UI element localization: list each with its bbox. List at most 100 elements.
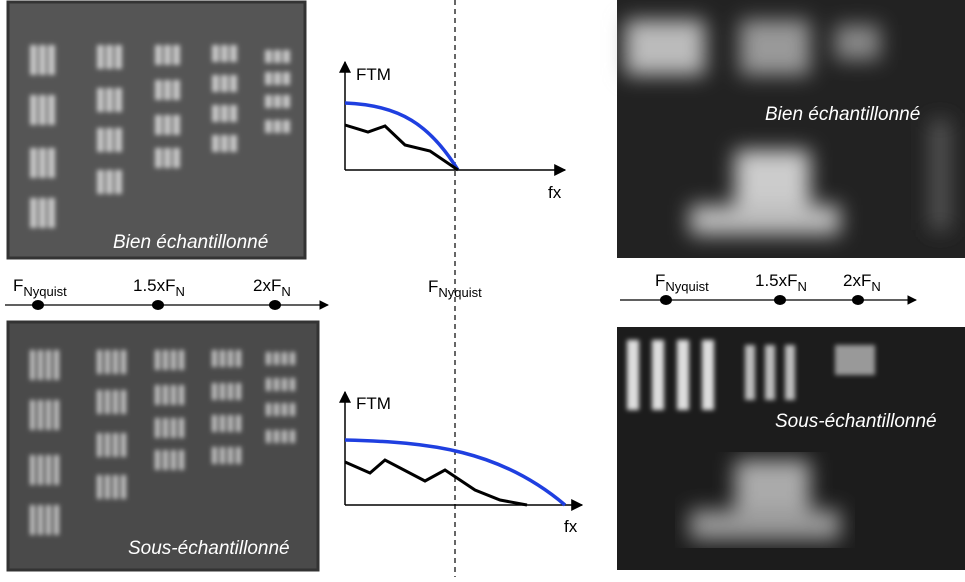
bar xyxy=(274,72,281,85)
bar xyxy=(121,390,126,414)
bar xyxy=(155,115,162,135)
bar xyxy=(220,447,225,464)
bar xyxy=(164,115,171,135)
bar xyxy=(38,400,43,430)
bar xyxy=(274,50,281,63)
bar xyxy=(221,135,228,152)
label-sub: N xyxy=(871,279,880,294)
freq-label: 1.5xFN xyxy=(133,276,185,299)
blurred-scene xyxy=(690,460,840,540)
bar xyxy=(30,198,37,228)
bar xyxy=(179,385,184,405)
bar xyxy=(155,80,162,100)
bar xyxy=(274,403,279,416)
label-sub: Nyquist xyxy=(23,284,67,299)
bar xyxy=(230,75,237,92)
bar xyxy=(265,50,272,63)
bar xyxy=(30,400,35,430)
bar xyxy=(212,135,219,152)
bar xyxy=(220,415,225,432)
bar xyxy=(163,450,168,470)
bar xyxy=(115,170,122,194)
bar xyxy=(265,72,272,85)
bar xyxy=(290,378,295,391)
bar xyxy=(266,378,271,391)
bar xyxy=(230,105,237,122)
bar xyxy=(155,450,160,470)
tick-dot xyxy=(269,300,281,310)
bar xyxy=(212,415,217,432)
caption: Sous-échantillonné xyxy=(128,538,290,559)
bar xyxy=(106,170,113,194)
label-sub: N xyxy=(798,279,807,294)
label-main: F xyxy=(655,271,665,290)
bar xyxy=(121,475,126,499)
bar xyxy=(179,350,184,370)
bar xyxy=(46,455,51,485)
bar xyxy=(121,350,126,374)
freq-label: 1.5xFN xyxy=(755,271,807,294)
bar xyxy=(105,390,110,414)
tick-dot xyxy=(152,300,164,310)
bar xyxy=(171,450,176,470)
bar xyxy=(282,430,287,443)
blurred-scene xyxy=(627,340,875,410)
mtf-curve xyxy=(344,123,459,172)
bar xyxy=(163,385,168,405)
tick-dot xyxy=(852,295,864,305)
bar xyxy=(274,378,279,391)
bar xyxy=(115,45,122,69)
bar xyxy=(266,430,271,443)
bar xyxy=(171,418,176,438)
freq-label: FNyquist xyxy=(655,271,709,294)
bar xyxy=(220,350,225,367)
bar xyxy=(30,148,37,178)
bar xyxy=(30,95,37,125)
mtf-curve xyxy=(344,438,567,507)
test-pattern xyxy=(30,45,290,228)
x-label: fx xyxy=(548,183,562,202)
bar xyxy=(230,45,237,62)
bar xyxy=(171,385,176,405)
bar xyxy=(97,390,102,414)
bar xyxy=(265,120,272,133)
bar xyxy=(163,350,168,370)
tick-dot xyxy=(774,295,786,305)
bar xyxy=(274,120,281,133)
bar xyxy=(113,350,118,374)
label-main: F xyxy=(13,276,23,295)
test-pattern xyxy=(30,350,295,535)
bar xyxy=(236,447,241,464)
bar xyxy=(155,148,162,168)
bar xyxy=(48,95,55,125)
bar xyxy=(30,350,35,380)
bar xyxy=(220,383,225,400)
tick-dot xyxy=(32,300,44,310)
bar xyxy=(113,390,118,414)
bar xyxy=(115,88,122,112)
bar xyxy=(155,385,160,405)
bar xyxy=(97,475,102,499)
bar xyxy=(105,350,110,374)
bar xyxy=(290,430,295,443)
bar xyxy=(30,505,35,535)
bar xyxy=(221,75,228,92)
bar xyxy=(173,45,180,65)
bar xyxy=(54,350,59,380)
bar xyxy=(121,433,126,457)
bar xyxy=(54,455,59,485)
label-main: F xyxy=(428,277,438,296)
bar xyxy=(282,403,287,416)
caption: Bien échantillonné xyxy=(113,232,268,253)
bar xyxy=(265,95,272,108)
bar xyxy=(290,352,295,365)
bar xyxy=(212,45,219,62)
bar xyxy=(212,447,217,464)
bar xyxy=(155,45,162,65)
bar xyxy=(113,433,118,457)
bar xyxy=(54,505,59,535)
bar xyxy=(97,128,104,152)
bar xyxy=(38,455,43,485)
